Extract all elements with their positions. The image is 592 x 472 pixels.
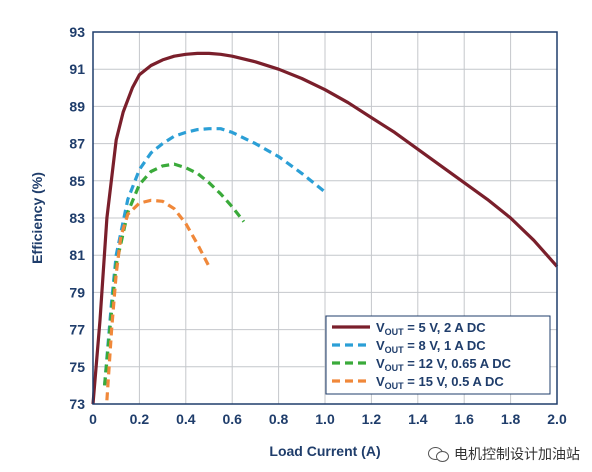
watermark-text: 电机控制设计加油站 <box>454 447 580 463</box>
x-tick-label: 0 <box>89 411 97 427</box>
x-tick-label: 0.8 <box>269 411 289 427</box>
series-line-3 <box>103 162 246 386</box>
y-tick-label: 93 <box>69 24 85 40</box>
y-tick-label: 77 <box>69 322 85 338</box>
watermark: 电机控制设计加油站 <box>428 444 580 464</box>
series-line-1 <box>91 51 559 405</box>
x-tick-labels: 0 0.2 0.4 0.6 0.8 1.0 1.2 1.4 1.6 1.8 2.0 <box>89 411 567 427</box>
wechat-icon <box>428 446 450 462</box>
plot-area-frame <box>92 31 558 405</box>
x-tick-label: 2.0 <box>547 411 567 427</box>
series-line-2 <box>103 127 327 386</box>
y-axis-title: Efficiency (%) <box>29 172 45 264</box>
y-tick-label: 75 <box>69 359 85 375</box>
x-tick-label: 1.4 <box>408 411 428 427</box>
y-tick-label: 91 <box>69 61 85 77</box>
y-tick-label: 83 <box>69 210 85 226</box>
legend-entry-2: VOUT = 8 V, 1 A DC <box>376 338 486 355</box>
x-tick-label: 1.8 <box>501 411 521 427</box>
legend-entry-1: VOUT = 5 V, 2 A DC <box>376 320 486 337</box>
y-tick-label: 79 <box>69 284 85 300</box>
y-tick-label: 81 <box>69 247 85 263</box>
y-tick-label: 73 <box>69 396 85 412</box>
x-tick-label: 0.6 <box>222 411 242 427</box>
y-tick-label: 85 <box>69 173 85 189</box>
y-tick-label: 89 <box>69 98 85 114</box>
legend-entry-4: VOUT = 15 V, 0.5 A DC <box>376 374 504 391</box>
x-tick-label: 0.4 <box>176 411 196 427</box>
x-axis-title: Load Current (A) <box>269 443 380 459</box>
x-tick-label: 1.0 <box>315 411 335 427</box>
legend-entry-3: VOUT = 12 V, 0.65 A DC <box>376 356 512 373</box>
x-tick-label: 1.6 <box>454 411 474 427</box>
series-lines <box>91 51 559 405</box>
y-tick-labels: 93 91 89 87 85 83 81 79 77 75 73 <box>69 24 85 412</box>
y-tick-label: 87 <box>69 136 85 152</box>
series-line-4 <box>105 198 211 401</box>
x-tick-label: 0.2 <box>130 411 150 427</box>
x-tick-label: 1.2 <box>362 411 382 427</box>
grid-lines <box>93 32 557 404</box>
